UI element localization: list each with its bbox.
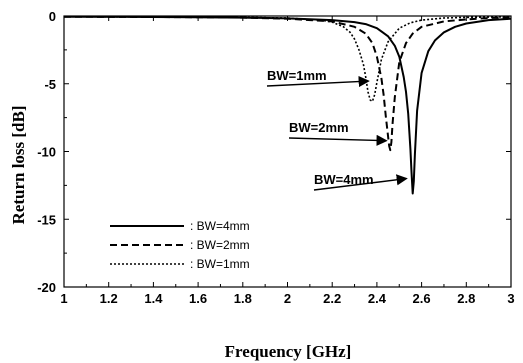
series-line-bw-4mm: [63, 15, 512, 195]
y-axis-title: Return loss [dB]: [9, 105, 28, 224]
annotation-arrow: [266, 75, 370, 88]
x-tick-label: 2.6: [413, 291, 431, 306]
axes: 1 1.2 1.4 1.6 1.8 2 2.2 2.4 2.6 2.8 3 0 -5 -10 -15 -20: [37, 9, 514, 306]
annotations: BW=1mm BW=2mm BW=4mm: [266, 68, 408, 191]
x-axis-title: Frequency [GHz]: [225, 342, 352, 361]
annotation-arrow: [288, 134, 388, 146]
series-group: [63, 15, 512, 195]
x-tick-label: 1.2: [100, 291, 118, 306]
annotation-arrow: [313, 174, 408, 191]
y-tick-label: -15: [37, 212, 56, 227]
y-tick-label: 0: [49, 9, 56, 24]
x-tick-label: 3: [507, 291, 514, 306]
x-tick-label: 2.8: [457, 291, 475, 306]
y-tick-label: -20: [37, 280, 56, 295]
plot-frame: [63, 15, 512, 288]
series-line-bw-1mm: [63, 15, 512, 103]
series-line-bw-2mm: [63, 15, 512, 152]
y-tick-label: -5: [44, 77, 56, 92]
x-tick-label: 1: [60, 291, 67, 306]
x-tick-label: 2.4: [368, 291, 387, 306]
x-tick-label: 1.4: [144, 291, 163, 306]
legend-label: : BW=4mm: [190, 219, 250, 233]
legend-label: : BW=2mm: [190, 238, 250, 252]
annotation-label: BW=1mm: [267, 68, 327, 83]
legend-label: : BW=1mm: [190, 257, 250, 271]
x-tick-label: 2: [284, 291, 291, 306]
legend: : BW=4mm : BW=2mm : BW=1mm: [110, 219, 250, 271]
x-tick-label: 2.2: [323, 291, 341, 306]
x-tick-label: 1.8: [234, 291, 252, 306]
annotation-label: BW=4mm: [314, 172, 374, 187]
y-tick-label: -10: [37, 145, 56, 160]
annotation-label: BW=2mm: [289, 120, 349, 135]
x-tick-label: 1.6: [189, 291, 207, 306]
